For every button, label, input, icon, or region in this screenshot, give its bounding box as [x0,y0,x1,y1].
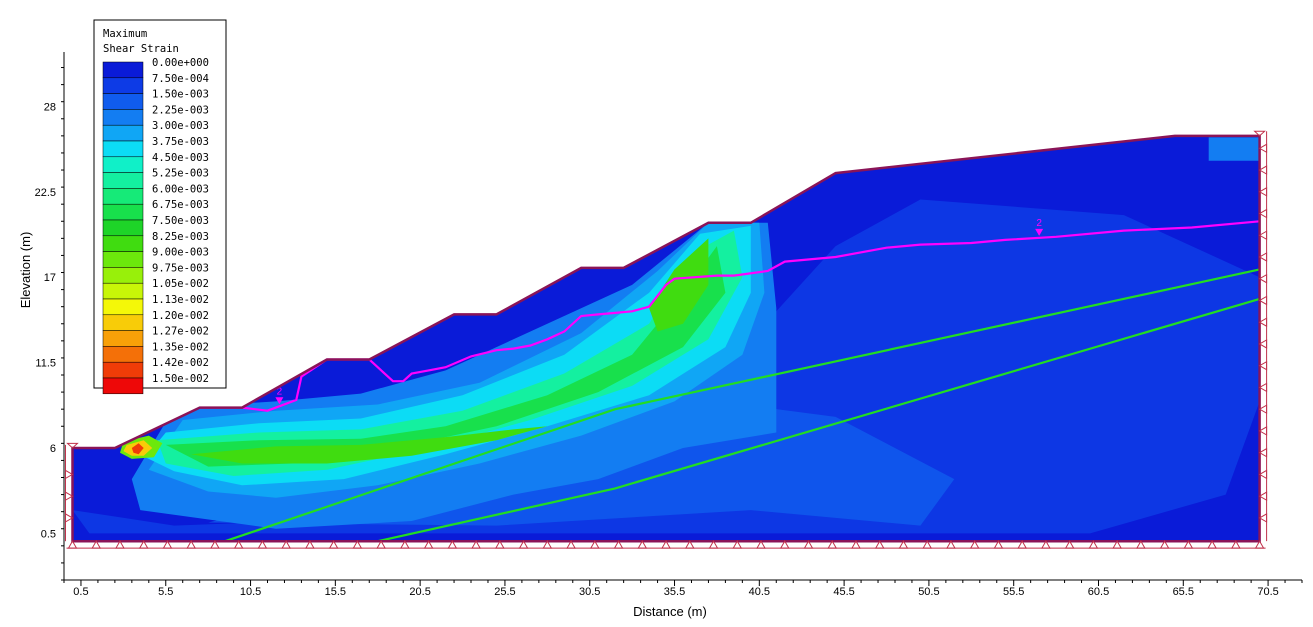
legend-label: 3.75e-003 [152,136,209,148]
legend-label: 3.00e-003 [152,120,209,132]
material-boundary-line [224,268,1260,543]
legend-label: 1.20e-002 [152,310,209,322]
x-tick-label: 45.5 [833,586,854,598]
legend-label: 1.50e-002 [152,373,209,385]
y-tick-label: 28 [44,101,56,113]
x-tick-label: 65.5 [1173,586,1194,598]
legend-swatch [102,377,144,395]
strain-zone-crest [1208,137,1260,161]
x-tick-label: 20.5 [409,586,430,598]
y-tick-label: 0.5 [41,528,56,540]
strain-zone [165,246,726,467]
water-table-label: 2 [277,386,283,397]
legend-label: 8.25e-003 [152,231,209,243]
corner-marker-icon [1253,130,1266,137]
legend-label: 1.35e-002 [152,341,209,353]
slope-boundary-outline [71,134,1261,543]
legend-label: 0.00e+000 [152,57,209,69]
legend-label: 9.00e-003 [152,247,209,259]
x-tick-labels: 0.5 5.5 10.5 15.5 20.5 25.5 30.5 35.5 40.5 45.5 50… [73,586,1278,598]
legend-swatch [102,203,144,221]
material-boundaries [224,268,1260,543]
x-tick-label: 0.5 [73,586,88,598]
legend-swatch [102,93,144,110]
legend-swatch [102,346,144,363]
y-tick-labels: 0.5 6 11.5 17 22.5 28 [35,101,56,540]
legend-label: 1.13e-002 [152,294,209,306]
y-tick-label: 6 [50,443,56,455]
legend-label: 1.27e-002 [152,326,209,338]
water-table-line [199,220,1260,412]
x-tick-label: 55.5 [1003,586,1024,598]
legend-label: 4.50e-003 [152,152,209,164]
y-tick-label: 11.5 [35,358,56,370]
legend: Maximum Shear Strain 0.00e+000 7.50e-004 1… [93,19,227,395]
material-boundary-line [377,297,1260,543]
legend-label: 5.25e-003 [152,168,209,180]
legend-label: 2.25e-003 [152,104,209,116]
legend-label: 1.50e-003 [152,89,209,101]
legend-title-line2: Shear Strain [103,43,179,55]
strain-zone [649,238,709,332]
slope-model: 22 [71,134,1261,543]
legend-swatch [102,267,144,284]
legend-swatch [102,172,144,189]
legend-swatch [102,314,144,331]
legend-label: 1.42e-002 [152,357,209,369]
water-table-markers: 22 [275,218,1044,405]
legend-swatch [102,188,144,205]
x-axis-title: Distance (m) [633,604,707,619]
y-tick-label: 22.5 [35,187,56,199]
legend-label: 1.05e-002 [152,278,209,290]
y-minor-ticks [61,67,64,581]
legend-entries: 0.00e+000 7.50e-004 1.50e-003 2.25e-003 3.00… [102,57,209,395]
x-minor-ticks [63,580,1303,586]
x-tick-label: 70.5 [1257,586,1278,598]
water-table-label: 2 [1036,218,1042,229]
x-tick-label: 40.5 [749,586,770,598]
y-axis-title: Elevation (m) [18,232,33,309]
legend-label: 6.75e-003 [152,199,209,211]
x-tick-label: 5.5 [158,586,173,598]
legend-swatch [102,235,144,252]
x-tick-label: 35.5 [664,586,685,598]
x-tick-label: 60.5 [1088,586,1109,598]
plot-axes [63,52,1302,581]
legend-swatch [102,156,144,173]
water-table-triangle [1035,228,1044,236]
legend-swatch [102,109,144,126]
strain-zone [191,426,548,464]
water-table-triangle [275,397,284,405]
legend-swatch [102,298,144,316]
legend-swatch [102,251,144,268]
legend-swatch [102,330,144,347]
legend-title-line1: Maximum [103,28,147,40]
x-tick-label: 50.5 [918,586,939,598]
x-tick-label: 15.5 [325,586,346,598]
legend-swatch [102,61,144,79]
x-tick-label: 30.5 [579,586,600,598]
strain-contours [72,137,1260,534]
legend-swatch [102,77,144,94]
legend-swatch [102,124,144,142]
x-tick-label: 25.5 [494,586,515,598]
legend-swatch [102,282,144,300]
strain-zone [131,443,144,455]
legend-label: 6.00e-003 [152,183,209,195]
strain-zone-background [72,199,1260,534]
legend-label: 7.50e-003 [152,215,209,227]
corner-marker-icon [66,442,79,449]
y-tick-label: 17 [44,272,56,284]
legend-label: 7.50e-004 [152,73,209,85]
legend-label: 9.75e-003 [152,262,209,274]
boundary-restraints [64,130,1268,549]
legend-swatch [102,361,144,379]
legend-swatch [102,140,144,158]
legend-swatch [102,219,144,237]
x-tick-label: 10.5 [240,586,261,598]
